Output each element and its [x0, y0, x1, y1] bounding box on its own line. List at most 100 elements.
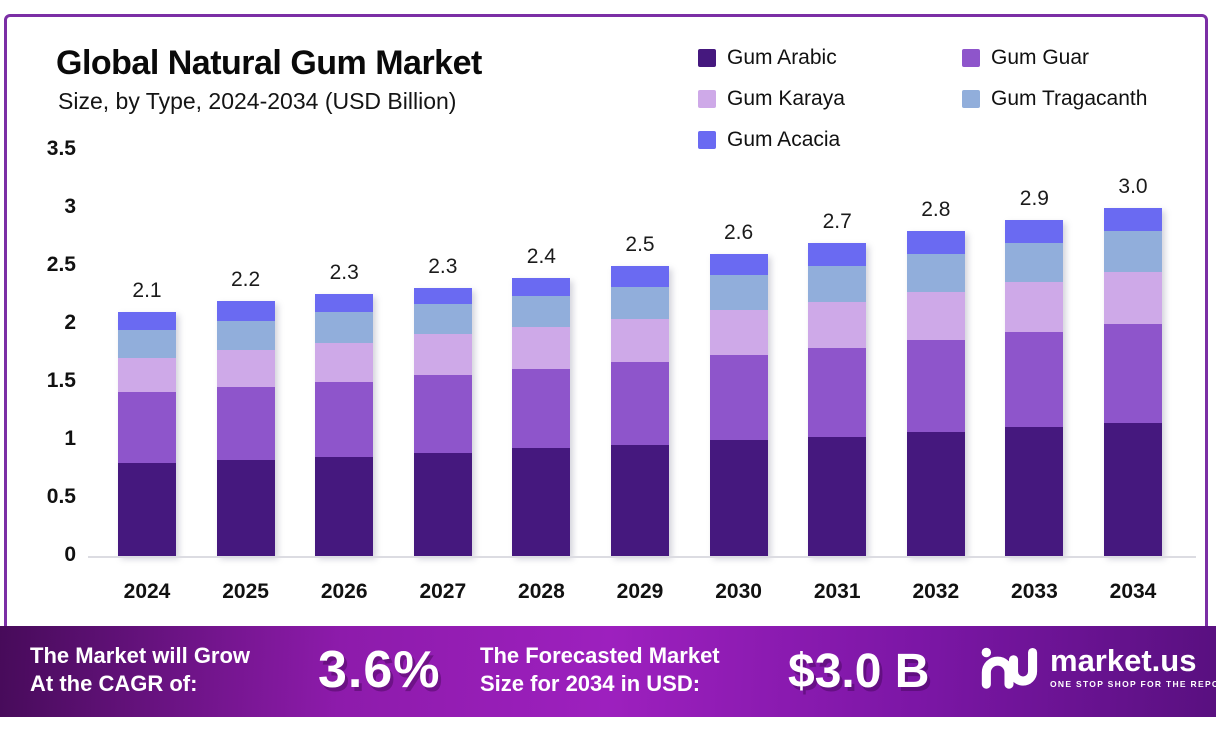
legend-label: Gum Guar [991, 46, 1090, 69]
bar-total-label: 3.0 [1118, 175, 1148, 198]
bar-total-label: 2.5 [625, 233, 655, 256]
bar-total-label: 2.6 [723, 221, 754, 245]
y-axis-tick-label: 0.5 [46, 485, 76, 508]
x-axis-tick-label: 2025 [222, 580, 269, 603]
stacked-bar-2029 [611, 266, 669, 556]
cagr-value: 3.6% [318, 641, 441, 699]
stacked-bar-2033 [1005, 219, 1064, 556]
bar-segment-gum-tragacanth [709, 275, 768, 311]
x-axis-line [88, 556, 1196, 558]
bar-segment-gum-karaya [413, 334, 472, 376]
bar-segment-gum-arabic [611, 444, 669, 556]
forecast-label-line1: The Forecasted Market [480, 643, 720, 668]
bar-segment-gum-arabic [1104, 422, 1162, 556]
bar-segment-gum-arabic [512, 448, 571, 556]
bar-total-label: 2.3 [329, 260, 359, 284]
x-axis-tick-label: 2024 [123, 580, 171, 603]
marketus-logo-tagline: ONE STOP SHOP FOR THE REPORTS [1050, 679, 1216, 689]
bar-segment-gum-karaya [118, 357, 176, 393]
legend-label: Gum Acacia [727, 128, 841, 151]
bar-segment-gum-acacia [906, 231, 965, 255]
bar-segment-gum-tragacanth [906, 254, 965, 292]
legend-item-gum-karaya: Gum Karaya [698, 87, 962, 111]
x-axis-tick-label: 2027 [419, 580, 467, 603]
bar-segment-gum-acacia [808, 242, 867, 267]
y-axis-tick-label: 2 [64, 311, 76, 334]
stacked-bar-2031 [808, 242, 867, 556]
cagr-label-line2: At the CAGR of: [30, 671, 198, 696]
x-axis-tick-label: 2026 [320, 580, 368, 603]
stacked-bar-2025 [216, 300, 275, 556]
bar-segment-gum-karaya [906, 291, 965, 341]
cagr-label: The Market will Grow At the CAGR of: [30, 642, 250, 698]
bar-segment-gum-guar [906, 340, 965, 432]
bar-segment-gum-arabic [808, 436, 867, 556]
bar-segment-gum-karaya [315, 342, 374, 382]
y-axis-tick-label: 1 [64, 427, 76, 450]
y-axis-tick-label: 3 [64, 195, 76, 218]
bar-segment-gum-tragacanth [611, 286, 669, 320]
bar-segment-gum-acacia [1104, 208, 1162, 232]
bar-segment-gum-arabic [906, 431, 965, 556]
bar-segment-gum-acacia [512, 277, 571, 297]
bar-segment-gum-karaya [709, 310, 768, 356]
legend-swatch-icon [962, 90, 980, 108]
bar-segment-gum-arabic [216, 459, 275, 556]
bar-total-label: 2.1 [132, 279, 162, 303]
bar-segment-gum-guar [315, 382, 374, 458]
stacked-bar-2030 [709, 254, 768, 556]
legend-swatch-icon [962, 49, 980, 67]
y-axis-tick-label: 2.5 [46, 253, 76, 276]
bar-segment-gum-tragacanth [1005, 242, 1064, 283]
x-axis-tick-label: 2032 [912, 580, 960, 603]
chart-legend: Gum Arabic Gum Guar Gum Karaya Gum Tragacan… [698, 46, 1212, 152]
footer-banner: The Market will Grow At the CAGR of: 3.6… [0, 626, 1216, 717]
y-axis-tick-label: 0 [64, 543, 76, 566]
bar-segment-gum-arabic [118, 463, 176, 556]
stacked-bar-2024 [118, 312, 176, 556]
bar-total-label: 2.3 [428, 255, 458, 279]
stacked-bar-2034 [1104, 208, 1162, 556]
x-axis-tick-label: 2034 [1109, 580, 1157, 603]
bar-segment-gum-guar [413, 375, 472, 453]
bar-segment-gum-karaya [216, 349, 275, 387]
bar-segment-gum-guar [808, 348, 867, 437]
bar-segment-gum-acacia [315, 293, 374, 313]
legend-label: Gum Arabic [727, 46, 837, 69]
bar-total-label: 2.7 [822, 209, 852, 233]
bar-segment-gum-guar [709, 355, 768, 440]
bar-total-label: 2.8 [921, 198, 951, 222]
bar-segment-gum-karaya [1104, 271, 1162, 325]
legend-item-gum-arabic: Gum Arabic [698, 46, 962, 70]
bar-segment-gum-guar [512, 369, 571, 449]
y-axis-tick-label: 1.5 [46, 369, 76, 392]
bar-segment-gum-arabic [709, 439, 768, 556]
bar-segment-gum-karaya [611, 319, 669, 363]
bar-segment-gum-tragacanth [1104, 231, 1162, 272]
forecast-value: $3.0 B [788, 645, 930, 698]
bar-total-label: 2.2 [230, 267, 261, 291]
bar-segment-gum-tragacanth [216, 320, 275, 350]
y-axis-tick-label: 3.5 [46, 137, 76, 160]
x-axis-tick-label: 2028 [518, 580, 565, 603]
forecast-label-line2: Size for 2034 in USD: [480, 671, 701, 696]
bar-segment-gum-tragacanth [315, 312, 374, 343]
x-axis-tick-label: 2029 [616, 580, 664, 603]
bar-segment-gum-acacia [118, 312, 176, 330]
cagr-label-line1: The Market will Grow [30, 643, 251, 668]
bar-segment-gum-tragacanth [808, 266, 867, 302]
legend-item-gum-guar: Gum Guar [962, 46, 1212, 70]
legend-item-gum-acacia: Gum Acacia [698, 128, 962, 152]
bar-segment-gum-tragacanth [413, 304, 472, 335]
bar-total-label: 2.9 [1019, 186, 1049, 210]
legend-swatch-icon [698, 90, 716, 108]
forecast-label: The Forecasted Market Size for 2034 in U… [480, 642, 720, 698]
bar-segment-gum-guar [216, 386, 275, 460]
bar-segment-gum-guar [118, 392, 176, 464]
bar-segment-gum-acacia [1005, 219, 1064, 243]
x-axis-tick-label: 2033 [1011, 580, 1058, 603]
bar-segment-gum-acacia [611, 266, 669, 287]
stacked-bar-2028 [512, 277, 571, 556]
legend-label: Gum Karaya [727, 87, 845, 110]
marketus-logo[interactable]: market.us ONE STOP SHOP FOR THE REPORTS [980, 642, 1216, 692]
